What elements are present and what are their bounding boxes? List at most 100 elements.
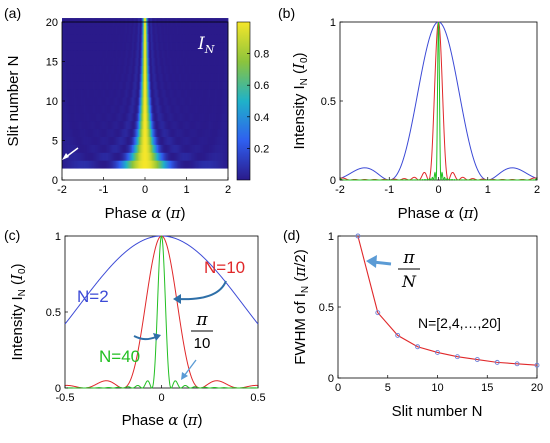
- heatmap-cell: [192, 136, 195, 145]
- heatmap-cell: [73, 120, 76, 130]
- heatmap-cell: [85, 73, 88, 82]
- heatmap-cell: [167, 104, 170, 114]
- heatmap-cell: [166, 89, 168, 98]
- heatmap-cell: [179, 120, 181, 130]
- heatmap-cell: [200, 128, 203, 137]
- heatmap-cell: [80, 128, 83, 137]
- heatmap-cell: [171, 81, 173, 90]
- heatmap-cell: [184, 136, 186, 145]
- heatmap-cell: [198, 89, 200, 98]
- heatmap-cell: [201, 57, 204, 66]
- heatmap-cell: [209, 128, 211, 137]
- heatmap-cell: [131, 33, 134, 43]
- heatmap-cell: [187, 160, 190, 169]
- heatmap-cell: [110, 25, 113, 35]
- heatmap-cell: [185, 73, 187, 82]
- heatmap-cell: [178, 104, 180, 114]
- heatmap-cell: [192, 73, 195, 82]
- heatmap-cell: [177, 144, 179, 153]
- heatmap-cell: [209, 112, 211, 122]
- heatmap-cell: [90, 128, 93, 137]
- heatmap-cell: [118, 112, 121, 122]
- heatmap-cell: [131, 128, 134, 137]
- heatmap-cell: [192, 97, 195, 106]
- heatmap-cell: [197, 73, 199, 82]
- heatmap-cell: [77, 49, 79, 58]
- heatmap-cell: [154, 136, 157, 145]
- heatmap-cell: [171, 65, 173, 74]
- heatmap-cell: [198, 65, 200, 74]
- heatmap-cell: [184, 65, 186, 74]
- heatmap-cell: [211, 89, 213, 98]
- heatmap-cell: [115, 136, 117, 145]
- heatmap-cell: [209, 25, 211, 35]
- heatmap-cell: [214, 89, 217, 98]
- heatmap-cell: [114, 128, 116, 137]
- heatmap-cell: [169, 97, 172, 106]
- heatmap-cell: [150, 73, 153, 82]
- heatmap-cell: [126, 152, 128, 161]
- heatmap-cell: [99, 57, 102, 66]
- heatmap-cell: [133, 57, 135, 66]
- heatmap-cell: [213, 81, 216, 90]
- heatmap-cell: [220, 104, 223, 114]
- heatmap-cell: [178, 81, 180, 90]
- heatmap-cell: [90, 120, 93, 130]
- heatmap-cell: [210, 89, 212, 98]
- heatmap-cell: [133, 81, 135, 90]
- heatmap-cell: [165, 57, 167, 66]
- heatmap-cell: [158, 89, 160, 98]
- heatmap-cell: [120, 25, 122, 35]
- heatmap-cell: [89, 120, 91, 130]
- heatmap-cell: [218, 104, 221, 114]
- panel-label-a: (a): [4, 5, 21, 21]
- heatmap-cell: [167, 112, 170, 122]
- heatmap-cell: [147, 73, 149, 82]
- heatmap-cell: [175, 97, 178, 106]
- heatmap-cell: [140, 57, 142, 66]
- heatmap-cell: [166, 57, 168, 66]
- heatmap-cell: [216, 120, 218, 130]
- heatmap-cell: [78, 128, 81, 137]
- heatmap-cell: [186, 81, 189, 90]
- heatmap-cell: [134, 136, 136, 145]
- heatmap-cell: [139, 57, 141, 66]
- heatmap-cell: [142, 144, 145, 153]
- heatmap-cell: [150, 120, 153, 130]
- heatmap-cell: [178, 97, 180, 106]
- heatmap-cell: [160, 112, 162, 122]
- heatmap-cell: [198, 57, 200, 66]
- heatmap-cell: [165, 112, 167, 122]
- heatmap-cell: [109, 49, 112, 58]
- heatmap-cell: [184, 89, 186, 98]
- heatmap-cell: [103, 65, 106, 74]
- heatmap-cell: [78, 65, 81, 74]
- heatmap-cell: [140, 144, 142, 153]
- heatmap-cell: [192, 104, 195, 114]
- heatmap-cell: [214, 152, 217, 161]
- heatmap-cell: [168, 128, 171, 137]
- heatmap-cell: [94, 89, 96, 98]
- heatmap-cell: [91, 120, 94, 130]
- heatmap-cell: [109, 97, 112, 106]
- heatmap-cell: [207, 112, 210, 122]
- heatmap-cell: [101, 81, 103, 90]
- heatmap-cell: [118, 65, 121, 74]
- heatmap-cell: [64, 97, 66, 106]
- heatmap-cell: [155, 57, 158, 66]
- heatmap-cell: [214, 33, 217, 43]
- heatmap-cell: [184, 97, 186, 106]
- heatmap-cell: [209, 97, 211, 106]
- heatmap-cell: [182, 112, 185, 122]
- heatmap-cell: [98, 104, 101, 114]
- heatmap-cell: [174, 144, 177, 153]
- heatmap-cell: [110, 97, 113, 106]
- heatmap-cell: [120, 97, 122, 106]
- heatmap-cell: [88, 57, 90, 66]
- heatmap-cell: [129, 112, 132, 122]
- heatmap-cell: [213, 33, 216, 43]
- heatmap-cell: [140, 73, 142, 82]
- heatmap-cell: [69, 57, 71, 66]
- heatmap-cell: [89, 81, 91, 90]
- heatmap-cell: [204, 49, 206, 58]
